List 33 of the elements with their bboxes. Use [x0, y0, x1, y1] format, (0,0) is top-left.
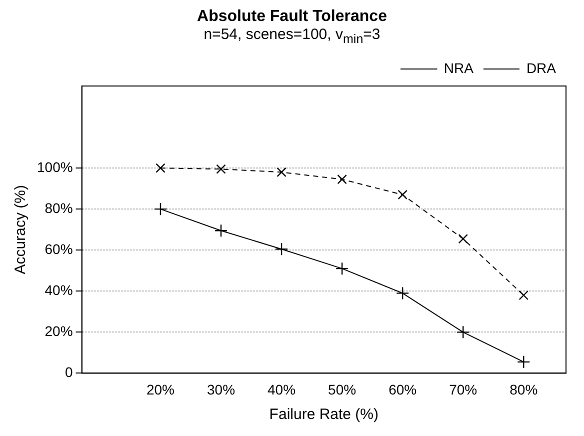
y-tick-label: 40%: [44, 282, 73, 298]
y-tick-label: 80%: [44, 200, 73, 216]
point: [335, 262, 349, 276]
point: [154, 202, 168, 216]
point: [518, 290, 528, 300]
x-tick-label: 70%: [449, 381, 478, 398]
point: [396, 286, 410, 300]
x-tick-label: 50%: [328, 381, 356, 398]
y-tick-label: 0: [65, 364, 74, 380]
x-tick-label: 40%: [268, 381, 296, 398]
x-tick-label: 20%: [146, 381, 175, 398]
y-tick-label: 60%: [44, 240, 73, 257]
x-axis-title: Failure Rate (%): [269, 406, 379, 424]
chart-subtitle: n=54, scenes=100, v$_{min}$=3: [202, 26, 382, 48]
point: [458, 234, 468, 244]
point: [276, 167, 286, 178]
y-tick-label: 20%: [44, 323, 73, 340]
point: [517, 355, 530, 369]
legend-label: NRA: [444, 60, 474, 76]
y-tick-label: 100%: [36, 158, 73, 175]
point: [274, 242, 288, 256]
x-tick-label: 30%: [206, 381, 236, 398]
y-axis-title: Accuracy (%): [12, 185, 30, 274]
point: [214, 224, 228, 238]
point: [456, 326, 470, 339]
point: [216, 164, 226, 174]
point: [337, 174, 347, 184]
legend-label: DRA: [526, 60, 557, 76]
chart-title: Absolute Fault Tolerance: [196, 8, 388, 26]
x-tick-label: 80%: [510, 381, 538, 398]
x-tick-label: 60%: [388, 381, 417, 398]
point: [156, 163, 166, 173]
point: [398, 190, 408, 200]
